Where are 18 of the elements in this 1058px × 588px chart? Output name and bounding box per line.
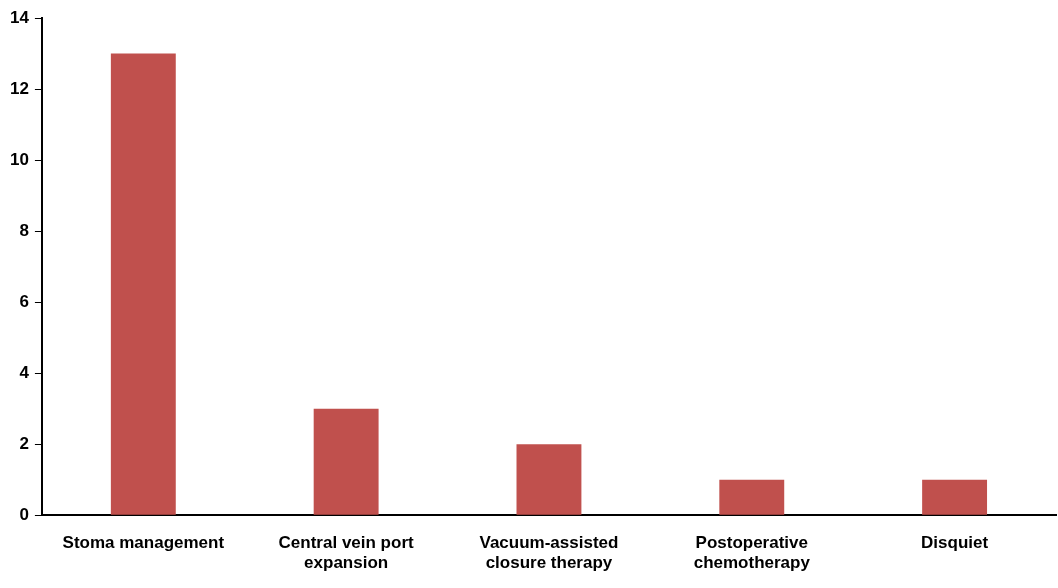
bar — [110, 53, 176, 515]
bar — [719, 479, 785, 515]
x-tick-label: Vacuum-assisted closure therapy — [479, 533, 619, 573]
x-tick-label: Central vein port expansion — [278, 533, 415, 573]
bar — [516, 444, 582, 515]
bar — [922, 479, 988, 515]
y-tick-label: 12 — [9, 78, 29, 98]
y-tick-label: 10 — [9, 149, 29, 169]
x-tick-label: Disquiet — [921, 533, 989, 553]
y-tick-label: 8 — [19, 220, 29, 240]
y-tick-label: 6 — [19, 291, 29, 311]
y-tick-label: 2 — [19, 433, 29, 453]
x-tick-label: Stoma management — [62, 533, 225, 553]
y-tick-label: 0 — [19, 504, 29, 524]
bar — [313, 408, 379, 515]
y-tick-label: 14 — [9, 7, 30, 27]
y-tick-label: 4 — [19, 362, 30, 382]
x-tick-label: Postoperative chemotherapy — [693, 533, 811, 573]
